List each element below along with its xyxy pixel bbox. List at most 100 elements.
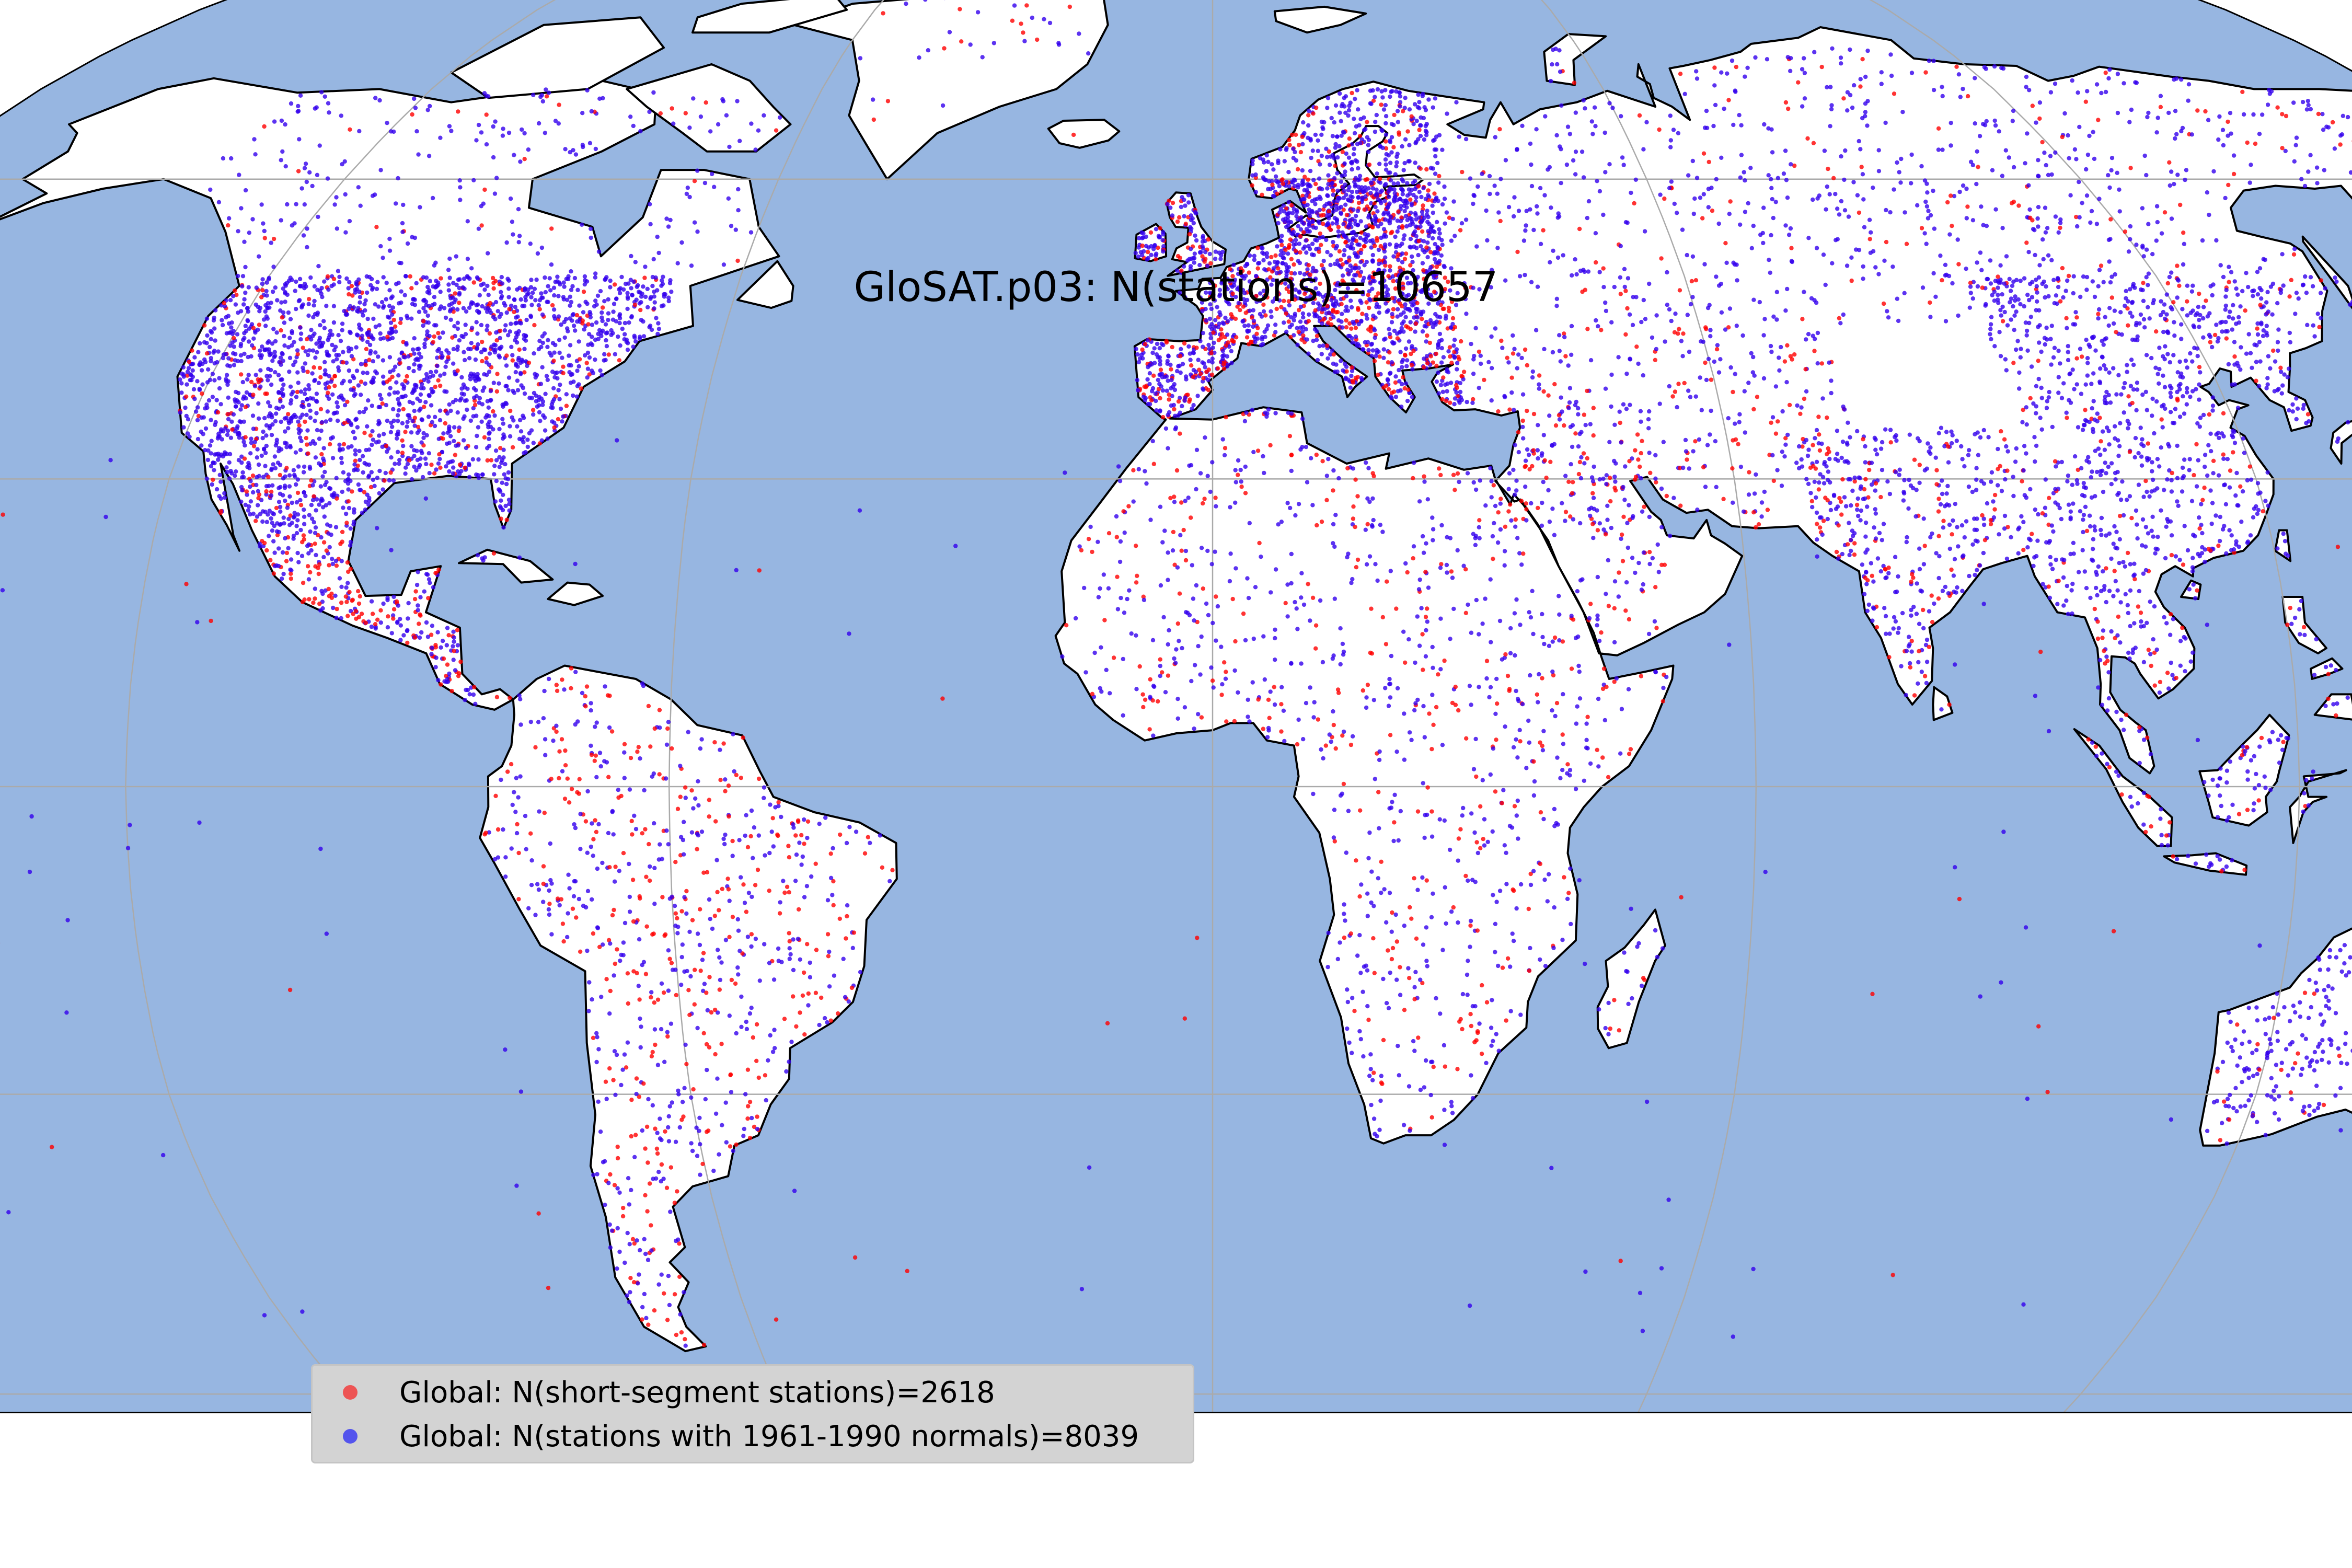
station-marker — [357, 129, 362, 134]
station-marker — [504, 353, 509, 358]
station-marker — [457, 338, 462, 343]
station-marker — [1302, 244, 1307, 249]
station-marker — [295, 477, 300, 482]
station-marker — [249, 322, 255, 327]
station-marker — [1455, 361, 1460, 365]
station-marker — [418, 613, 423, 618]
station-marker — [1434, 379, 1439, 384]
station-marker — [1344, 325, 1349, 330]
station-marker — [659, 1272, 664, 1277]
station-marker — [263, 510, 268, 514]
station-marker — [423, 400, 428, 405]
station-marker — [577, 896, 582, 902]
station-marker — [595, 925, 600, 930]
station-marker — [574, 915, 579, 920]
station-marker — [540, 340, 545, 345]
station-marker — [598, 764, 603, 769]
station-marker — [197, 362, 202, 367]
station-marker — [769, 829, 774, 834]
station-marker — [434, 467, 439, 472]
station-marker — [575, 790, 580, 795]
station-marker — [363, 499, 368, 504]
station-marker — [224, 465, 229, 470]
station-marker — [1339, 319, 1344, 324]
station-marker — [322, 279, 327, 284]
station-marker — [273, 285, 278, 290]
station-marker — [298, 435, 303, 440]
station-marker — [508, 434, 513, 439]
station-marker — [438, 135, 443, 140]
station-marker — [614, 296, 619, 301]
station-marker — [698, 1172, 702, 1177]
station-marker — [418, 363, 423, 368]
station-marker — [795, 937, 801, 941]
station-marker — [589, 844, 594, 849]
station-marker — [617, 358, 622, 363]
station-marker — [764, 1098, 768, 1103]
station-marker — [652, 290, 656, 294]
station-marker — [1339, 179, 1344, 184]
station-marker — [1349, 373, 1354, 378]
station-marker — [652, 1000, 657, 1005]
station-marker — [289, 571, 293, 577]
station-marker — [1370, 224, 1375, 229]
station-marker — [294, 307, 298, 312]
station-marker — [642, 1292, 647, 1297]
station-marker — [462, 286, 467, 291]
station-marker — [365, 316, 370, 321]
station-marker — [355, 425, 360, 430]
station-marker — [270, 422, 275, 427]
station-marker — [1459, 374, 1464, 378]
station-marker — [845, 903, 850, 908]
station-marker — [545, 377, 550, 382]
station-marker — [305, 370, 310, 374]
station-marker — [421, 386, 426, 390]
station-marker — [305, 442, 309, 447]
station-marker — [569, 299, 574, 305]
station-marker — [205, 457, 211, 463]
station-marker — [314, 341, 319, 346]
station-marker — [540, 365, 545, 370]
station-marker — [673, 967, 678, 972]
station-marker — [250, 473, 256, 478]
station-marker — [287, 336, 292, 340]
station-marker — [622, 337, 627, 342]
station-marker — [510, 220, 515, 224]
station-marker — [487, 414, 491, 419]
station-marker — [666, 1139, 672, 1144]
station-marker — [1201, 331, 1205, 336]
station-marker — [744, 1019, 749, 1024]
station-marker — [710, 926, 715, 931]
station-marker — [862, 851, 868, 856]
station-marker — [615, 1226, 620, 1231]
station-marker — [399, 300, 403, 305]
station-marker — [410, 112, 414, 117]
station-marker — [682, 1290, 686, 1295]
station-marker — [1201, 234, 1205, 238]
station-marker — [801, 970, 806, 975]
station-marker — [655, 1063, 661, 1067]
station-marker — [424, 572, 429, 577]
station-marker — [425, 284, 430, 290]
station-marker — [421, 298, 426, 303]
station-marker — [373, 369, 378, 374]
station-marker — [695, 229, 700, 234]
station-marker — [293, 474, 297, 479]
station-marker — [376, 439, 381, 444]
station-marker — [225, 432, 230, 437]
station-marker — [735, 965, 740, 970]
station-marker — [451, 471, 455, 476]
station-marker — [506, 278, 511, 283]
station-marker — [766, 1058, 770, 1063]
station-marker — [557, 903, 562, 908]
station-marker — [516, 358, 521, 362]
station-marker — [802, 895, 807, 900]
station-marker — [718, 747, 722, 752]
station-marker — [367, 358, 372, 362]
station-marker — [667, 1104, 672, 1109]
station-marker — [612, 282, 617, 287]
station-marker — [314, 398, 319, 403]
station-marker — [533, 298, 538, 303]
station-marker — [1292, 318, 1296, 322]
station-marker — [444, 679, 449, 685]
